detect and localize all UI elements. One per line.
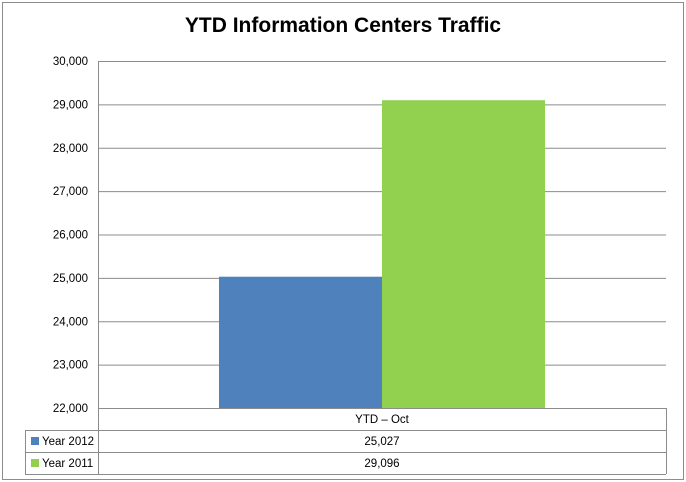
chart-title: YTD Information Centers Traffic [184, 14, 502, 37]
y-tick-label: 28,000 [53, 143, 88, 155]
legend-label: Year 2012 [42, 436, 94, 448]
y-tick-label: 29,000 [53, 99, 88, 111]
y-tick-label: 27,000 [53, 186, 88, 198]
data-label: 25,027 [364, 436, 399, 448]
legend-swatch-year-2012 [31, 437, 39, 445]
y-tick-label: 24,000 [53, 316, 88, 328]
legend-swatch-year-2011 [31, 459, 39, 467]
y-tick-label: 23,000 [53, 360, 88, 372]
bar-year-2011 [382, 100, 546, 408]
x-tick-label: YTD – Oct [355, 414, 409, 426]
y-tick-label: 22,000 [53, 403, 88, 415]
y-tick-label: 26,000 [53, 230, 88, 242]
legend-label: Year 2011 [42, 458, 93, 470]
data-label: 29,096 [364, 458, 399, 470]
y-tick-label: 30,000 [53, 56, 88, 68]
bar-year-2012 [218, 276, 382, 408]
y-tick-label: 25,000 [53, 273, 88, 285]
